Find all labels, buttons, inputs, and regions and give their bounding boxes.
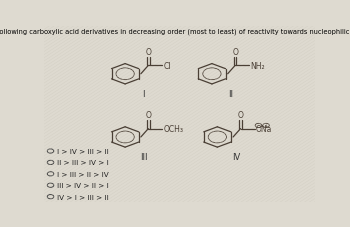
Text: I > IV > III > II: I > IV > III > II (57, 148, 108, 154)
Text: II > III > IV > I: II > III > IV > I (57, 160, 108, 166)
Text: I: I (142, 90, 145, 99)
Text: +: + (264, 123, 268, 128)
Text: Cl: Cl (164, 62, 171, 71)
Text: O: O (238, 110, 244, 119)
Text: NH₂: NH₂ (251, 62, 265, 71)
Text: IV: IV (232, 153, 240, 162)
Text: Rank the following carboxylic acid derivatives in decreasing order (most to leas: Rank the following carboxylic acid deriv… (0, 28, 350, 35)
Text: OCH₃: OCH₃ (164, 125, 184, 133)
Text: O: O (145, 110, 151, 119)
Text: O: O (232, 47, 238, 56)
Text: II: II (228, 90, 233, 99)
Text: O: O (145, 47, 151, 56)
Text: IV > I > III > II: IV > I > III > II (57, 194, 108, 200)
Text: I > III > II > IV: I > III > II > IV (57, 171, 108, 177)
Text: III > IV > II > I: III > IV > II > I (57, 183, 108, 188)
Text: −: − (256, 123, 261, 128)
Text: ONa: ONa (256, 125, 272, 133)
Text: III: III (140, 153, 147, 162)
